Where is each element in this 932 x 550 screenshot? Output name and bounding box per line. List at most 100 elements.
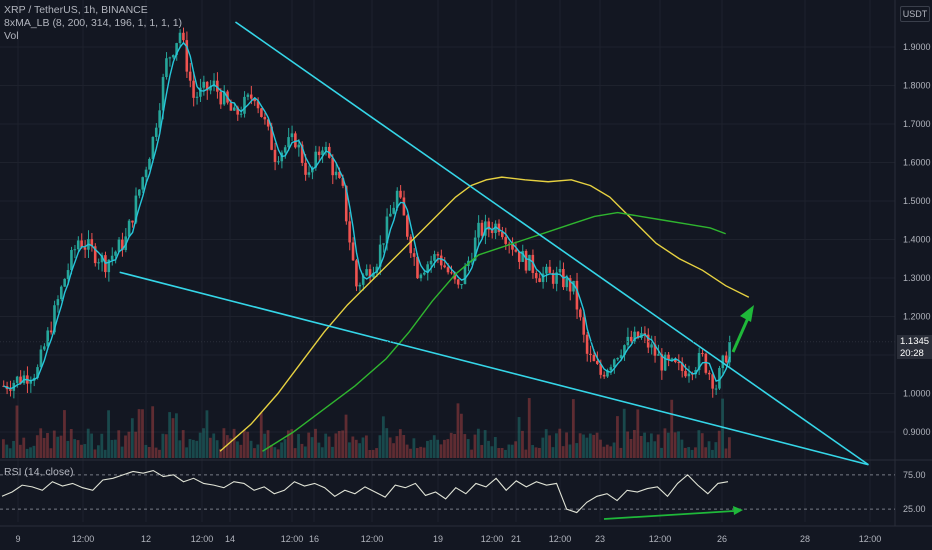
candle-body <box>9 389 12 391</box>
volume-bar <box>466 439 470 458</box>
candle-body <box>674 358 677 363</box>
volume-bar <box>660 447 663 458</box>
volume-bar <box>714 442 718 458</box>
volume-bar <box>147 446 151 458</box>
candle-body <box>653 344 657 356</box>
volume-bar <box>107 410 110 458</box>
candle-body <box>633 331 636 342</box>
volume-bar <box>103 449 107 458</box>
volume-bar <box>134 431 138 458</box>
volume-bar <box>344 414 348 458</box>
volume-bar <box>378 435 382 458</box>
volume-bar <box>422 447 426 458</box>
candle-body <box>501 231 504 238</box>
candle-body <box>589 353 592 355</box>
volume-bar <box>649 433 653 458</box>
volume-bar <box>633 429 636 458</box>
currency-button[interactable]: USDT <box>900 6 930 22</box>
candle-body <box>504 237 507 244</box>
volume-bar <box>446 439 450 458</box>
volume-bar <box>565 432 568 458</box>
volume-bar <box>385 428 389 458</box>
ma-yellow-line <box>219 176 750 452</box>
volume-label[interactable]: Vol <box>4 30 19 42</box>
volume-bar <box>592 434 596 458</box>
volume-bar <box>673 432 677 458</box>
volume-bar <box>337 430 341 458</box>
candle-body <box>304 162 307 175</box>
rsi-divergence-arrowhead <box>733 506 743 515</box>
candle-body <box>100 255 104 263</box>
volume-bar <box>571 399 575 458</box>
volume-bar <box>222 428 226 458</box>
candle-body <box>629 336 633 342</box>
candle-body <box>497 223 501 232</box>
candle-body <box>46 330 49 347</box>
candle-body <box>182 32 185 41</box>
candle-body <box>59 286 63 300</box>
volume-bar <box>354 439 358 458</box>
candle-body <box>283 147 287 153</box>
candle-body <box>477 222 480 238</box>
candle-body <box>582 317 586 335</box>
volume-bar <box>232 428 236 458</box>
volume-bar <box>117 430 121 458</box>
candle-body <box>534 272 538 279</box>
symbol-label[interactable]: XRP / TetherUS, 1h, BINANCE <box>4 4 148 16</box>
time-tick-label: 12 <box>141 534 151 544</box>
volume-bar <box>181 430 185 458</box>
candle-body <box>599 363 602 375</box>
volume-bar <box>324 433 328 458</box>
volume-bar <box>463 434 467 458</box>
volume-bar <box>656 434 660 458</box>
volume-bar <box>616 416 619 458</box>
volume-bar <box>585 437 589 458</box>
volume-bar <box>402 435 406 458</box>
volume-bar <box>409 448 412 458</box>
candle-body <box>277 161 280 163</box>
volume-bar <box>415 448 419 458</box>
candle-body <box>450 272 453 274</box>
time-tick-label: 12:00 <box>72 534 95 544</box>
candle-body <box>36 367 39 378</box>
volume-bar <box>229 438 233 458</box>
price-tick-label: 1.6000 <box>903 158 931 168</box>
candle-body <box>487 221 491 230</box>
volume-bar <box>517 417 521 458</box>
volume-bar <box>429 439 433 458</box>
rsi-legend[interactable]: RSI (14, close) <box>4 466 74 478</box>
candle-body <box>97 262 100 264</box>
candle-body <box>321 150 324 156</box>
volume-bar <box>175 413 178 458</box>
volume-bar <box>80 444 83 458</box>
volume-bar <box>52 430 56 458</box>
volume-bar <box>73 439 77 458</box>
volume-bar <box>602 446 606 458</box>
volume-bar <box>588 433 592 458</box>
candle-body <box>260 108 263 117</box>
volume-bar <box>276 449 280 458</box>
candle-body <box>93 246 97 264</box>
rsi-tick-label: 75.00 <box>903 470 926 480</box>
indicator-label[interactable]: 8xMA_LB (8, 200, 314, 196, 1, 1, 1, 1) <box>4 17 183 29</box>
volume-bar <box>395 436 399 458</box>
volume-bar <box>307 432 311 458</box>
volume-bar <box>504 449 507 458</box>
candle-body <box>531 254 535 273</box>
volume-bar <box>568 444 572 458</box>
volume-bar <box>286 430 290 458</box>
volume-bar <box>66 440 70 458</box>
candle-body <box>270 126 273 150</box>
volume-bar <box>124 435 127 458</box>
time-tick-label: 12:00 <box>549 534 572 544</box>
candle-body <box>721 355 725 369</box>
volume-bar <box>310 437 314 458</box>
candle-body <box>416 256 419 279</box>
candle-body <box>694 370 697 375</box>
candle-body <box>19 376 22 384</box>
candle-body <box>297 144 301 148</box>
volume-bar <box>280 442 283 458</box>
candle-body <box>623 345 626 356</box>
candle-body <box>324 146 328 151</box>
